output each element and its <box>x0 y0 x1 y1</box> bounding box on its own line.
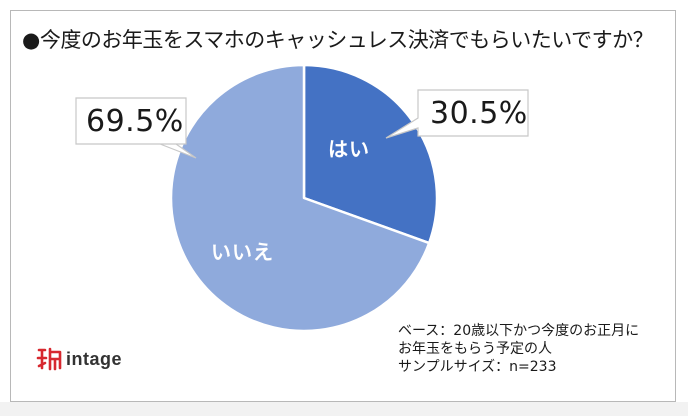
slice-label-yes: はい <box>328 137 370 161</box>
intage-logo-icon <box>36 347 62 371</box>
sample-note-line: サンプルサイズ：n=233 <box>398 359 557 375</box>
bottom-strip <box>0 402 688 416</box>
pie-slice-no <box>169 63 431 333</box>
slice-value-label-no: 69.5% <box>86 104 184 139</box>
sample-note-line: お年玉をもらう予定の人 <box>398 341 552 357</box>
callout-box-no <box>75 97 197 159</box>
slice-value-label-yes: 30.5% <box>430 96 528 131</box>
sample-note-line: ベース：20歳以下かつ今度のお正月に <box>398 323 640 339</box>
chart-title: ●今度のお年玉をスマホのキャッシュレス決済でもらいたいですか？ <box>22 28 654 52</box>
callout-box-yes <box>385 89 529 139</box>
brand-name: intage <box>66 349 123 369</box>
sample-note: ベース：20歳以下かつ今度のお正月に お年玉をもらう予定の人 サンプルサイズ：n… <box>398 322 639 376</box>
slice-label-no: いいえ <box>211 240 274 264</box>
